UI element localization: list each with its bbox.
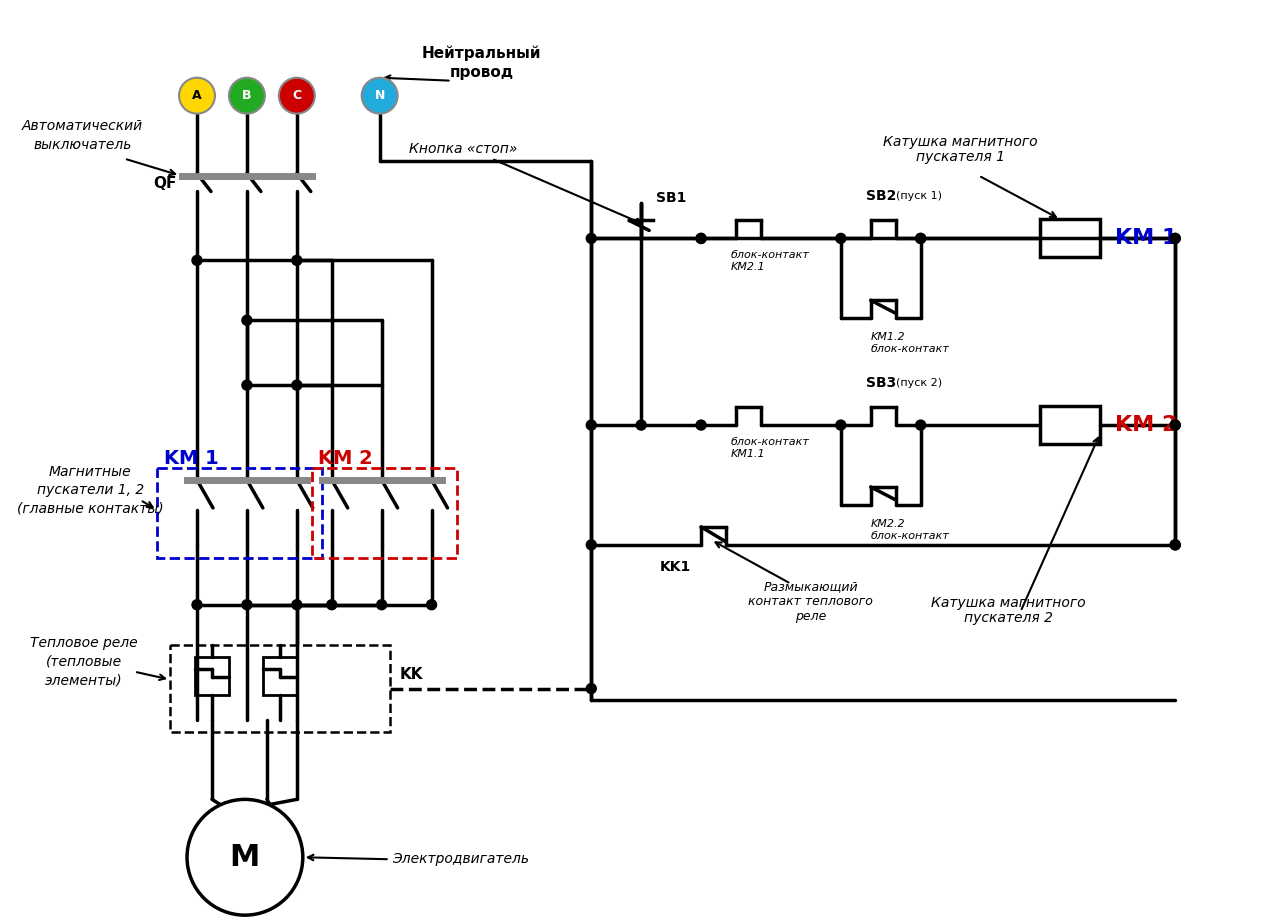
Bar [195, 657, 229, 694]
Bar [1041, 406, 1101, 444]
Text: реле: реле [796, 610, 826, 623]
Circle shape [916, 420, 926, 430]
Text: блок-контакт: блок-контакт [730, 437, 810, 447]
Circle shape [916, 233, 926, 243]
Circle shape [179, 77, 215, 113]
Circle shape [327, 600, 337, 610]
Circle shape [696, 420, 706, 430]
Circle shape [696, 233, 706, 243]
Text: KM2.1: KM2.1 [730, 262, 766, 273]
Text: Нейтральный
провод: Нейтральный провод [421, 45, 541, 80]
Text: N: N [374, 89, 384, 102]
Circle shape [292, 600, 301, 610]
Circle shape [229, 77, 264, 113]
Text: C: C [292, 89, 301, 102]
Circle shape [1170, 420, 1180, 430]
Circle shape [192, 600, 202, 610]
Circle shape [586, 683, 596, 694]
Text: Катушка магнитного: Катушка магнитного [884, 134, 1038, 148]
Text: Катушка магнитного: Катушка магнитного [931, 596, 1085, 610]
Bar [312, 468, 456, 558]
Text: A: A [192, 89, 202, 102]
Text: KM1.2: KM1.2 [871, 332, 905, 343]
Bar [157, 468, 322, 558]
Text: (пуск 1): (пуск 1) [895, 192, 941, 202]
Circle shape [1170, 540, 1180, 550]
Circle shape [278, 77, 315, 113]
Circle shape [586, 233, 596, 243]
Text: KM 2: KM 2 [1115, 415, 1177, 435]
Text: KM 1: KM 1 [1115, 228, 1177, 249]
Circle shape [241, 380, 252, 391]
Text: пускателя 1: пускателя 1 [916, 149, 1005, 164]
Circle shape [186, 799, 303, 915]
Text: блок-контакт: блок-контакт [871, 344, 950, 355]
Circle shape [361, 77, 397, 113]
Bar [1041, 219, 1101, 257]
Text: Тепловое реле
(тепловые
элементы): Тепловое реле (тепловые элементы) [31, 636, 138, 687]
Text: Размыкающий: Размыкающий [764, 580, 858, 593]
Circle shape [292, 255, 301, 265]
Text: Электродвигатель: Электродвигатель [392, 852, 529, 867]
Circle shape [192, 255, 202, 265]
Circle shape [836, 420, 845, 430]
Text: Автоматический
выключатель: Автоматический выключатель [22, 120, 143, 152]
Bar [170, 645, 389, 732]
Circle shape [586, 420, 596, 430]
Text: KM 2: KM 2 [318, 449, 373, 468]
Circle shape [292, 380, 301, 391]
Text: М: М [230, 843, 261, 872]
Text: SB2: SB2 [866, 190, 896, 204]
Text: контакт теплового: контакт теплового [748, 595, 873, 608]
Text: Кнопка «стоп»: Кнопка «стоп» [409, 142, 517, 156]
Circle shape [377, 600, 387, 610]
Circle shape [836, 233, 845, 243]
Text: B: B [243, 89, 252, 102]
Text: блок-контакт: блок-контакт [730, 251, 810, 261]
Circle shape [916, 233, 926, 243]
Circle shape [241, 315, 252, 325]
Text: блок-контакт: блок-контакт [871, 530, 950, 541]
Circle shape [1170, 540, 1180, 550]
Circle shape [586, 540, 596, 550]
Circle shape [427, 600, 437, 610]
Text: KK1: KK1 [660, 560, 691, 574]
Circle shape [1170, 233, 1180, 243]
Text: (пуск 2): (пуск 2) [895, 379, 942, 388]
Circle shape [696, 233, 706, 243]
Text: QF: QF [153, 176, 178, 191]
Text: Магнитные
пускатели 1, 2
(главные контакты): Магнитные пускатели 1, 2 (главные контак… [17, 464, 163, 516]
Text: KK: KK [400, 667, 423, 682]
Circle shape [241, 600, 252, 610]
Text: KM1.1: KM1.1 [730, 449, 766, 459]
Text: KM 1: KM 1 [163, 449, 218, 468]
Circle shape [1170, 233, 1180, 243]
Text: SB1: SB1 [656, 192, 687, 205]
Circle shape [636, 420, 646, 430]
Text: SB3: SB3 [866, 376, 896, 391]
Circle shape [1170, 420, 1180, 430]
Text: пускателя 2: пускателя 2 [964, 611, 1054, 624]
Bar [263, 657, 296, 694]
Text: KM2.2: KM2.2 [871, 519, 905, 529]
